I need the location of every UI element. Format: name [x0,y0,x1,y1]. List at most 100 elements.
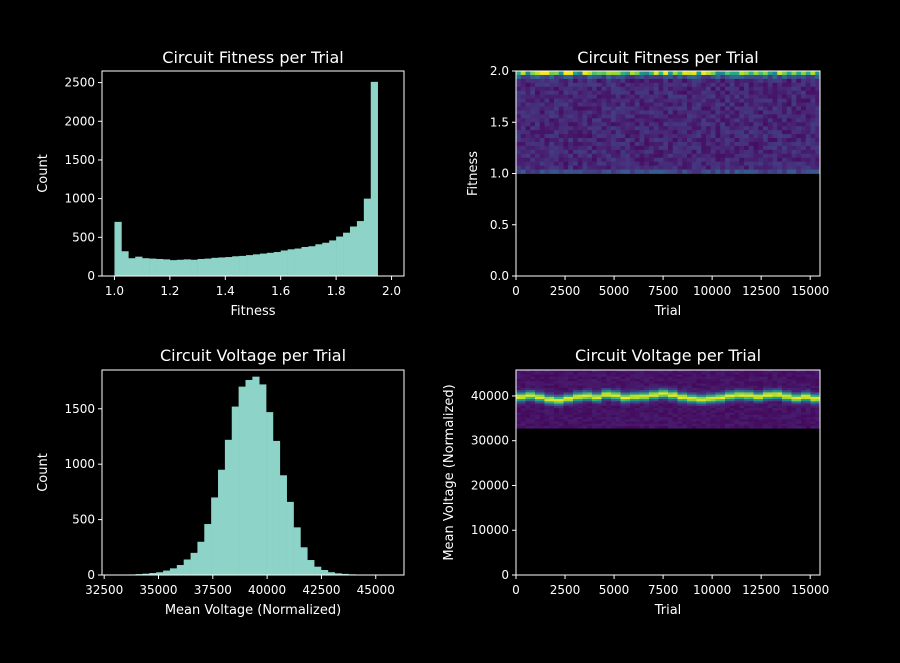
heatmap-cell [706,161,712,167]
heatmap-cell [516,90,522,96]
heatmap-cell [796,403,802,407]
y-tick-label: 0.5 [490,218,509,232]
heatmap-cell [696,421,702,425]
heatmap-cell [668,110,674,115]
heatmap-cell [587,392,593,396]
heatmap-cell [710,381,716,384]
heatmap-cell [625,169,631,174]
heatmap-cell [729,106,735,111]
heatmap-cell [535,165,541,170]
heatmap-cell [772,385,778,389]
heatmap-cell [573,392,579,396]
heatmap-cell [701,110,707,115]
heatmap-cell [668,122,674,127]
heatmap-cell [663,423,669,427]
heatmap-cell [791,138,797,143]
heatmap-cell [625,157,631,163]
heatmap-cell [630,372,636,375]
heatmap-cell [620,423,626,427]
heatmap-cell [782,383,788,387]
heatmap-cell [710,138,716,143]
heatmap-cell [653,78,659,84]
heatmap-cell [753,376,759,380]
heatmap-cell [663,126,669,131]
heatmap-cell [753,153,759,159]
heatmap-cell [767,425,773,429]
heatmap-cell [805,161,811,167]
heatmap-cell [525,71,531,76]
heatmap-cell [777,372,783,375]
heatmap-cell [805,372,811,375]
heatmap-cell [791,145,797,151]
heatmap-cell [672,106,678,111]
heatmap-cell [634,385,640,389]
heatmap-cell [706,102,712,107]
heatmap-cell [663,374,669,378]
heatmap-cell [630,408,636,411]
heatmap-cell [710,401,716,404]
heatmap-cell [539,130,545,135]
heatmap-cell [539,94,545,99]
heatmap-cell [544,157,550,163]
heatmap-cell [791,153,797,159]
heatmap-cell [777,381,783,384]
heatmap-cell [682,90,688,96]
heatmap-cell [691,399,697,402]
heatmap-cell [549,134,555,139]
heatmap-cell [639,165,645,170]
heatmap-cell [596,122,602,127]
heatmap-cell [810,169,816,174]
heatmap-cell [658,392,664,396]
heatmap-cell [558,425,564,429]
heatmap-cell [805,385,811,389]
heatmap-cell [544,78,550,84]
heatmap-cell [701,405,707,409]
heatmap-cell [668,376,674,380]
heatmap-cell [767,141,773,147]
heatmap-cell [639,153,645,159]
heatmap-cell [668,408,674,411]
heatmap-cell [710,78,716,84]
heatmap-cell [587,414,593,418]
heatmap-cell [710,394,716,398]
heatmap-cell [796,383,802,387]
heatmap-cell [748,416,754,420]
heatmap-cell [620,414,626,418]
heatmap-cell [620,387,626,391]
heatmap-cell [796,86,802,92]
heatmap-cell [516,385,522,389]
heatmap-cell [554,138,560,143]
heatmap-cell [634,118,640,123]
heatmap-cell [535,122,541,127]
heatmap-cell [734,90,740,96]
heatmap-cell [786,381,792,384]
heatmap-cell [649,387,655,391]
heatmap-cell [668,130,674,135]
heatmap-cell [668,141,674,147]
y-tick-label: 2000 [64,114,95,128]
histogram-bar [183,559,191,575]
heatmap-cell [563,82,569,88]
heatmap-cell [582,399,588,402]
heatmap-cell [815,122,821,127]
heatmap-cell [563,71,569,76]
heatmap-cell [611,385,617,389]
heatmap-cell [577,74,583,80]
heatmap-cell [786,141,792,147]
heatmap-cell [634,383,640,387]
heatmap-cell [701,408,707,411]
heatmap-cell [668,423,674,427]
heatmap-cell [577,138,583,143]
heatmap-cell [568,153,574,159]
heatmap-cell [634,110,640,115]
heatmap-cell [639,403,645,407]
heatmap-cell [729,165,735,170]
heatmap-cell [592,126,598,131]
heatmap-cell [587,161,593,167]
x-tick-label: 2500 [550,583,581,597]
heatmap-cell [786,126,792,131]
heatmap-cell [777,114,783,119]
heatmap-cell [535,86,541,92]
heatmap-cell [539,82,545,88]
heatmap-cell [658,130,664,135]
